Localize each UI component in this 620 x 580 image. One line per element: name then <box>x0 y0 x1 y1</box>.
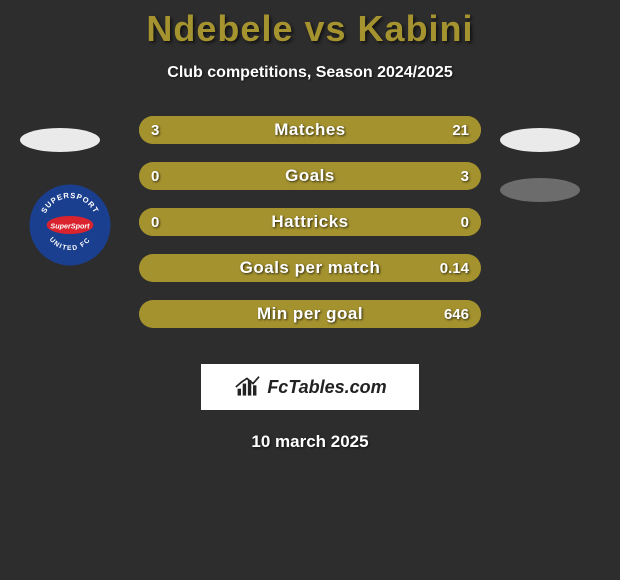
player2-placeholder-ellipse <box>500 128 580 152</box>
vs-text: vs <box>304 8 346 49</box>
stat-label: Goals per match <box>240 258 381 278</box>
stat-fill-left <box>139 116 187 144</box>
date-text: 10 march 2025 <box>0 432 620 452</box>
stat-label: Min per goal <box>257 304 363 324</box>
stat-value-left: 0 <box>151 168 159 185</box>
stat-value-right: 21 <box>452 122 469 139</box>
club-badge: SUPERSPORT UNITED FC SuperSport <box>25 180 115 270</box>
player1-name: Ndebele <box>146 8 293 49</box>
fctables-link[interactable]: FcTables.com <box>201 364 419 410</box>
subtitle: Club competitions, Season 2024/2025 <box>0 64 620 82</box>
stat-bars: 3 Matches 21 0 Goals 3 0 Hattricks 0 Goals per ma… <box>139 116 481 346</box>
stat-row: Goals per match 0.14 <box>139 254 481 282</box>
page-title: Ndebele vs Kabini <box>0 8 620 50</box>
stats-area: SUPERSPORT UNITED FC SuperSport 3 Matches… <box>0 116 620 346</box>
stat-row: 3 Matches 21 <box>139 116 481 144</box>
stat-row: 0 Goals 3 <box>139 162 481 190</box>
stat-value-right: 3 <box>461 168 469 185</box>
fctables-label: FcTables.com <box>267 377 386 398</box>
stat-value-right: 0.14 <box>440 260 469 277</box>
supersport-badge-icon: SUPERSPORT UNITED FC SuperSport <box>25 180 115 270</box>
stat-row: Min per goal 646 <box>139 300 481 328</box>
stat-value-left: 0 <box>151 214 159 231</box>
svg-text:SuperSport: SuperSport <box>50 222 90 231</box>
stat-value-right: 0 <box>461 214 469 231</box>
player2-name: Kabini <box>358 8 474 49</box>
bar-chart-icon <box>233 375 261 399</box>
player1-placeholder-ellipse <box>20 128 100 152</box>
player2-secondary-ellipse <box>500 178 580 202</box>
stat-row: 0 Hattricks 0 <box>139 208 481 236</box>
stat-value-left: 3 <box>151 122 159 139</box>
stat-label: Matches <box>274 120 346 140</box>
stat-label: Goals <box>285 166 335 186</box>
stat-value-right: 646 <box>444 306 469 323</box>
stat-label: Hattricks <box>271 212 348 232</box>
